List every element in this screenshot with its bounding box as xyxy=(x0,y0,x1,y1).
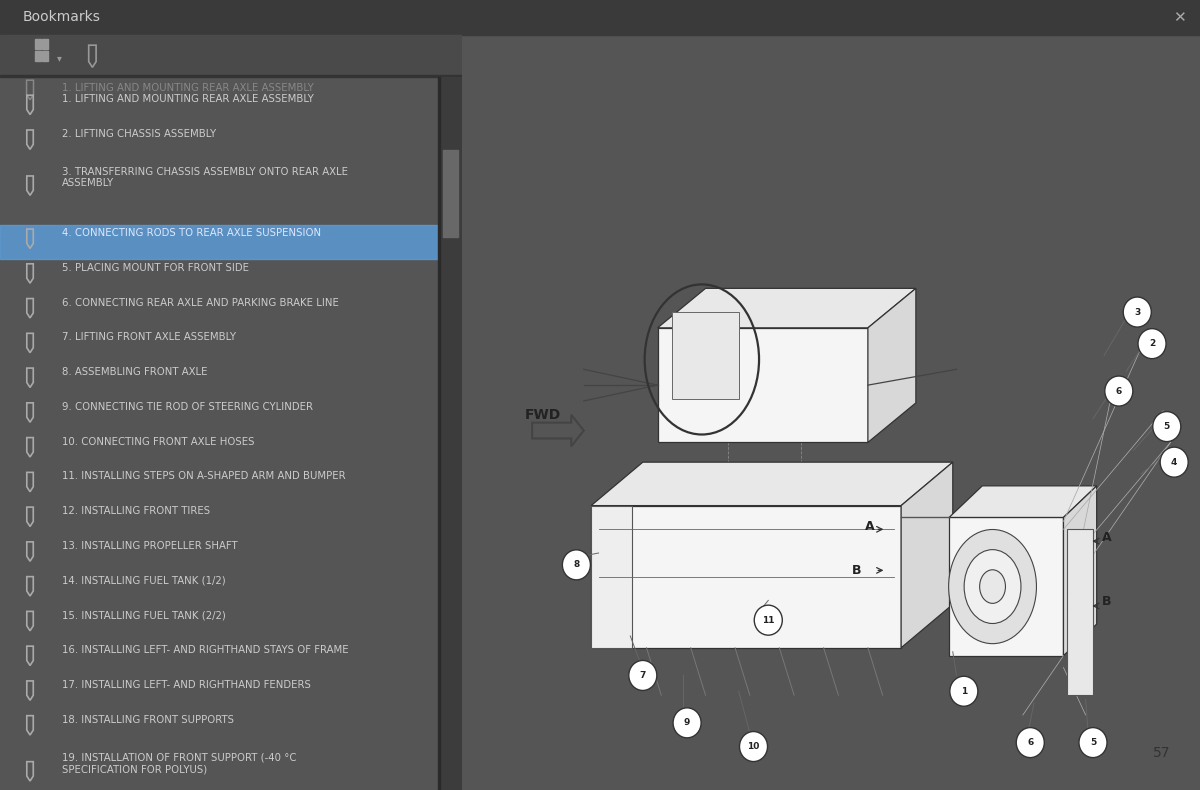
Circle shape xyxy=(1160,447,1188,477)
Text: ✕: ✕ xyxy=(1172,10,1186,24)
Bar xyxy=(0,75,462,77)
Text: 5: 5 xyxy=(1090,738,1096,747)
Circle shape xyxy=(739,732,768,762)
Bar xyxy=(0,35,462,75)
Bar xyxy=(440,77,462,790)
Ellipse shape xyxy=(979,570,1006,604)
Text: 1. LIFTING AND MOUNTING REAR AXLE ASSEMBLY: 1. LIFTING AND MOUNTING REAR AXLE ASSEMB… xyxy=(62,94,314,104)
Text: 10: 10 xyxy=(748,742,760,751)
Text: 7: 7 xyxy=(640,671,646,680)
Text: 6: 6 xyxy=(1027,738,1033,747)
Text: 14. INSTALLING FUEL TANK (1/2): 14. INSTALLING FUEL TANK (1/2) xyxy=(62,576,226,585)
Text: 2. LIFTING CHASSIS ASSEMBLY: 2. LIFTING CHASSIS ASSEMBLY xyxy=(62,129,216,139)
Text: 57: 57 xyxy=(1153,746,1170,760)
Circle shape xyxy=(673,708,701,738)
Text: 3: 3 xyxy=(1134,307,1140,317)
Circle shape xyxy=(755,605,782,635)
Text: 17. INSTALLING LEFT- AND RIGHTHAND FENDERS: 17. INSTALLING LEFT- AND RIGHTHAND FENDE… xyxy=(62,680,311,690)
Text: 15. INSTALLING FUEL TANK (2/2): 15. INSTALLING FUEL TANK (2/2) xyxy=(62,611,227,620)
Circle shape xyxy=(950,676,978,706)
Bar xyxy=(35,51,41,61)
Polygon shape xyxy=(949,517,1063,656)
Text: 19. INSTALLATION OF FRONT SUPPORT (-40 °C
SPECIFICATION FOR POLYUS): 19. INSTALLATION OF FRONT SUPPORT (-40 °… xyxy=(62,753,296,774)
Bar xyxy=(42,39,48,49)
Text: See B: See B xyxy=(877,265,896,272)
Text: A: A xyxy=(1102,531,1111,544)
Text: FWD: FWD xyxy=(524,408,560,422)
Polygon shape xyxy=(868,288,916,442)
Bar xyxy=(0,224,444,259)
Text: 9: 9 xyxy=(684,718,690,728)
Circle shape xyxy=(1123,297,1151,327)
Text: 6. CONNECTING REAR AXLE AND PARKING BRAKE LINE: 6. CONNECTING REAR AXLE AND PARKING BRAK… xyxy=(62,298,340,307)
Polygon shape xyxy=(901,462,953,648)
Circle shape xyxy=(1016,728,1044,758)
Ellipse shape xyxy=(964,550,1021,623)
Text: Bookmarks: Bookmarks xyxy=(23,10,101,24)
Text: A: A xyxy=(865,521,875,533)
Text: 16. INSTALLING LEFT- AND RIGHTHAND STAYS OF FRAME: 16. INSTALLING LEFT- AND RIGHTHAND STAYS… xyxy=(62,645,349,655)
Circle shape xyxy=(1079,728,1108,758)
Polygon shape xyxy=(672,312,739,399)
Text: B: B xyxy=(1102,596,1111,608)
Circle shape xyxy=(563,550,590,580)
Text: 3. TRANSFERRING CHASSIS ASSEMBLY ONTO REAR AXLE
ASSEMBLY: 3. TRANSFERRING CHASSIS ASSEMBLY ONTO RE… xyxy=(62,167,348,188)
Bar xyxy=(0,0,462,35)
Bar xyxy=(443,150,458,237)
Polygon shape xyxy=(1067,529,1093,695)
Text: 11: 11 xyxy=(762,615,774,625)
Text: 10. CONNECTING FRONT AXLE HOSES: 10. CONNECTING FRONT AXLE HOSES xyxy=(62,437,254,446)
Text: 8: 8 xyxy=(574,560,580,570)
Text: 2: 2 xyxy=(1148,339,1156,348)
Text: B: B xyxy=(852,564,862,577)
Polygon shape xyxy=(658,288,916,328)
Polygon shape xyxy=(592,506,631,648)
Text: 1. LIFTING AND MOUNTING REAR AXLE ASSEMBLY: 1. LIFTING AND MOUNTING REAR AXLE ASSEMB… xyxy=(62,83,314,93)
Text: ▾: ▾ xyxy=(56,53,61,62)
Polygon shape xyxy=(949,486,1097,517)
Bar xyxy=(35,39,41,49)
Text: 12. INSTALLING FRONT TIRES: 12. INSTALLING FRONT TIRES xyxy=(62,506,210,516)
Ellipse shape xyxy=(949,529,1037,644)
Circle shape xyxy=(1138,329,1166,359)
Text: 4: 4 xyxy=(1171,457,1177,467)
Text: 9. CONNECTING TIE ROD OF STEERING CYLINDER: 9. CONNECTING TIE ROD OF STEERING CYLIND… xyxy=(62,402,313,412)
Polygon shape xyxy=(1063,486,1097,656)
Polygon shape xyxy=(592,462,953,506)
Text: 5. PLACING MOUNT FOR FRONT SIDE: 5. PLACING MOUNT FOR FRONT SIDE xyxy=(62,263,250,273)
Polygon shape xyxy=(658,328,868,442)
Circle shape xyxy=(1105,376,1133,406)
Circle shape xyxy=(1153,412,1181,442)
Bar xyxy=(462,0,1200,35)
Polygon shape xyxy=(592,506,901,648)
Polygon shape xyxy=(451,348,475,395)
Text: 7. LIFTING FRONT AXLE ASSEMBLY: 7. LIFTING FRONT AXLE ASSEMBLY xyxy=(62,333,236,342)
Bar xyxy=(438,77,440,790)
Text: 13. INSTALLING PROPELLER SHAFT: 13. INSTALLING PROPELLER SHAFT xyxy=(62,541,238,551)
Text: 4. CONNECTING RODS TO REAR AXLE SUSPENSION: 4. CONNECTING RODS TO REAR AXLE SUSPENSI… xyxy=(62,228,322,238)
Text: 1: 1 xyxy=(961,687,967,696)
Text: 8. ASSEMBLING FRONT AXLE: 8. ASSEMBLING FRONT AXLE xyxy=(62,367,208,377)
Circle shape xyxy=(629,660,656,690)
Text: 18. INSTALLING FRONT SUPPORTS: 18. INSTALLING FRONT SUPPORTS xyxy=(62,715,234,724)
Bar xyxy=(42,51,48,61)
Text: 5: 5 xyxy=(1164,422,1170,431)
Text: 11. INSTALLING STEPS ON A-SHAPED ARM AND BUMPER: 11. INSTALLING STEPS ON A-SHAPED ARM AND… xyxy=(62,472,346,481)
Text: 6: 6 xyxy=(1116,386,1122,396)
